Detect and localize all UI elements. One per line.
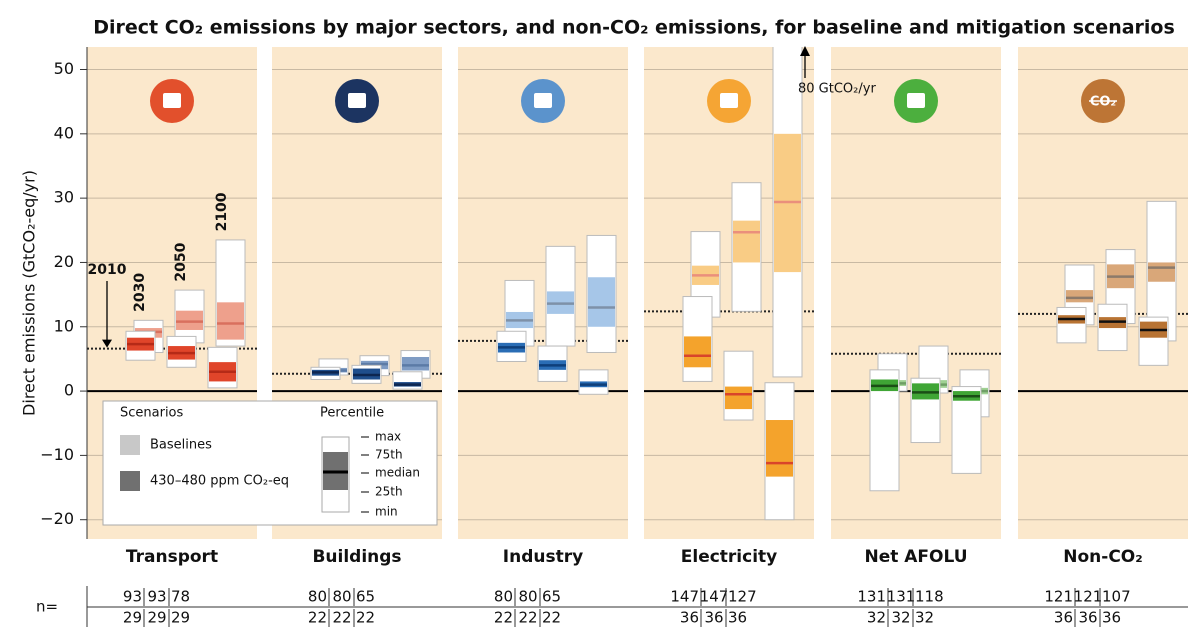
n-count: 147 <box>700 588 729 606</box>
n-count: 65 <box>356 588 375 606</box>
n-count: 36 <box>1102 609 1121 627</box>
y-tick-label: −20 <box>40 509 74 528</box>
overlay: Transport 93 93 78 29 29 29 Buildings 80 80 65 22 22… <box>36 46 1188 627</box>
n-count: 80 <box>308 588 327 606</box>
n-label: n= <box>36 598 58 616</box>
y-tick-label: 0 <box>64 381 74 400</box>
y-tick-label: 10 <box>54 316 74 335</box>
box-range <box>951 386 982 474</box>
icon-glyph <box>907 93 925 108</box>
n-count: 80 <box>494 588 513 606</box>
icon-glyph <box>534 93 552 108</box>
n-count: 22 <box>518 609 537 627</box>
n-count: 29 <box>171 609 190 627</box>
box-iqr <box>1066 290 1093 303</box>
n-count: 22 <box>332 609 351 627</box>
y-tick-label: −10 <box>40 445 74 464</box>
sector-label: Buildings <box>312 547 401 567</box>
n-count: 29 <box>147 609 166 627</box>
n-count: 93 <box>147 588 166 606</box>
legend-percentile: 25th <box>375 485 403 499</box>
n-count: 80 <box>518 588 537 606</box>
n-count: 131 <box>887 588 916 606</box>
box-iqr <box>766 420 793 477</box>
y-tick-label: 50 <box>54 59 74 78</box>
legend-box <box>102 400 438 526</box>
year-label: 2100 <box>214 192 230 231</box>
sector-label: Transport <box>126 547 218 567</box>
n-count: 36 <box>1054 609 1073 627</box>
n-count: 32 <box>867 609 886 627</box>
legend-title: Percentile <box>320 406 384 421</box>
year-label: 2030 <box>132 273 148 312</box>
box-range <box>723 350 754 421</box>
box-iqr <box>733 220 760 263</box>
n-count: 32 <box>891 609 910 627</box>
icon-glyph <box>348 93 366 108</box>
sector-label: Electricity <box>681 547 778 567</box>
legend-title: Scenarios <box>120 406 184 421</box>
icon-glyph <box>163 93 181 108</box>
n-count: 22 <box>494 609 513 627</box>
icon-text: CO₂ <box>1090 95 1116 110</box>
legend-percentile: 75th <box>375 448 403 462</box>
n-count: 78 <box>171 588 190 606</box>
box-iqr <box>588 277 615 327</box>
n-count: 22 <box>356 609 375 627</box>
year-label: 2010 <box>88 262 127 278</box>
n-count: 127 <box>728 588 757 606</box>
box-iqr <box>402 356 429 371</box>
y-tick-label: 30 <box>54 188 74 207</box>
n-count: 121 <box>1044 588 1073 606</box>
n-count: 22 <box>542 609 561 627</box>
annotation: 80 GtCO₂/yr <box>798 82 876 97</box>
box-iqr <box>176 310 203 330</box>
legend-percentile: min <box>375 505 398 519</box>
box-iqr <box>725 386 752 410</box>
sector-label: Net AFOLU <box>864 547 967 567</box>
legend-percentile: median <box>375 466 420 480</box>
legend-swatch <box>120 435 140 455</box>
arrow-head <box>800 46 810 56</box>
boxes <box>87 47 1188 521</box>
icon-glyph <box>720 93 738 108</box>
y-tick-label: 40 <box>54 123 74 142</box>
n-count: 29 <box>123 609 142 627</box>
legend-label: Baselines <box>150 438 212 453</box>
n-count: 93 <box>123 588 142 606</box>
n-count: 22 <box>308 609 327 627</box>
n-count: 65 <box>542 588 561 606</box>
legend-swatch <box>120 471 140 491</box>
box-iqr <box>684 336 711 368</box>
n-count: 36 <box>704 609 723 627</box>
box-range <box>1056 306 1087 344</box>
n-count: 147 <box>670 588 699 606</box>
n-count: 131 <box>857 588 886 606</box>
legend-label: 430–480 ppm CO₂-eq <box>150 474 289 489</box>
n-count: 107 <box>1102 588 1131 606</box>
n-count: 80 <box>332 588 351 606</box>
n-count: 36 <box>680 609 699 627</box>
box-iqr <box>1148 262 1175 282</box>
legend-percentile: max <box>375 430 401 444</box>
n-count: 36 <box>1078 609 1097 627</box>
chart-title: Direct CO₂ emissions by major sectors, a… <box>93 17 1175 39</box>
y-tick-label: 20 <box>54 252 74 271</box>
sector-label: Industry <box>503 547 583 567</box>
n-count: 32 <box>915 609 934 627</box>
y-axis-label: Direct emissions (GtCO₂-eq/yr) <box>20 170 39 416</box>
year-label: 2050 <box>173 242 189 281</box>
n-count: 36 <box>728 609 747 627</box>
arrow-head <box>102 339 112 348</box>
sector-label: Non-CO₂ <box>1063 547 1142 567</box>
box-iqr <box>217 302 244 340</box>
n-count: 121 <box>1074 588 1103 606</box>
n-count: 118 <box>915 588 944 606</box>
